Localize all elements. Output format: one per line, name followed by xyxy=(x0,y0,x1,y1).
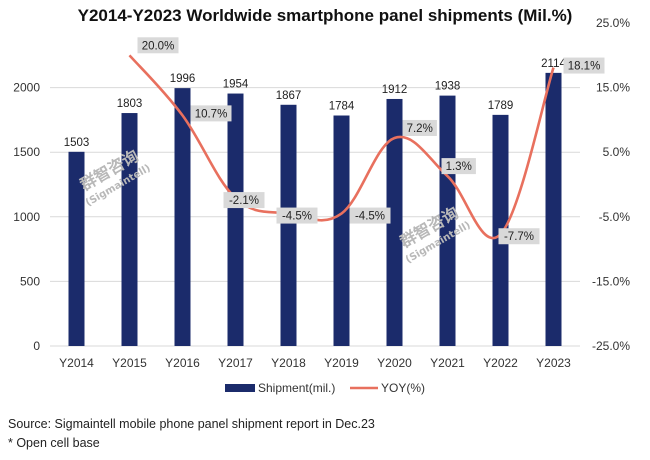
yoy-value-label: 18.1% xyxy=(568,61,601,73)
footnote: * Open cell base xyxy=(8,436,100,450)
yoy-label-box xyxy=(223,192,265,209)
bar-value-label: 1867 xyxy=(276,90,302,102)
left-axis-tick-label: 1000 xyxy=(13,210,40,224)
bar xyxy=(545,72,562,346)
right-axis-tick-label: 5.0% xyxy=(603,145,631,159)
legend-label-shipment: Shipment(mil.) xyxy=(258,381,335,395)
bar xyxy=(68,151,85,346)
yoy-label-box xyxy=(441,158,476,175)
bar xyxy=(174,88,191,347)
bar xyxy=(121,113,138,346)
yoy-value-label: -4.5% xyxy=(355,211,385,223)
yoy-label-box xyxy=(349,207,391,224)
x-axis-tick-label: Y2022 xyxy=(483,356,518,370)
left-axis-tick-label: 0 xyxy=(33,339,40,353)
bar-value-label: 1912 xyxy=(382,84,408,96)
right-axis-tick-label: 25.0% xyxy=(596,16,630,30)
bar-value-label: 1789 xyxy=(488,100,514,112)
bar xyxy=(280,104,297,346)
legend-label-yoy: YOY(%) xyxy=(381,381,425,395)
x-axis-tick-label: Y2018 xyxy=(271,356,306,370)
left-axis-tick-label: 2000 xyxy=(13,81,40,95)
watermark: 群智咨询(Sigmaintell) xyxy=(77,146,153,209)
left-axis-tick-label: 1500 xyxy=(13,145,40,159)
watermark: 群智咨询(Sigmaintell) xyxy=(397,203,473,266)
chart-title: Y2014-Y2023 Worldwide smartphone panel s… xyxy=(77,6,573,25)
yoy-value-label: -4.5% xyxy=(282,211,312,223)
x-axis-tick-label: Y2023 xyxy=(536,356,571,370)
yoy-label-box xyxy=(137,37,179,54)
right-axis-tick-label: -25.0% xyxy=(592,339,630,353)
bar xyxy=(386,98,403,346)
right-axis-tick-label: -15.0% xyxy=(592,274,630,288)
bar xyxy=(333,115,350,346)
yoy-value-label: 1.3% xyxy=(446,161,472,173)
bar-value-label: 1938 xyxy=(435,81,461,93)
x-axis-tick-label: Y2016 xyxy=(165,356,200,370)
x-axis-tick-label: Y2021 xyxy=(430,356,465,370)
yoy-value-label: -2.1% xyxy=(229,195,259,207)
bar-value-label: 1803 xyxy=(117,98,143,110)
bar xyxy=(227,93,244,346)
x-axis-tick-label: Y2014 xyxy=(59,356,94,370)
x-axis-tick-label: Y2017 xyxy=(218,356,253,370)
right-axis-tick-label: 15.0% xyxy=(596,81,630,95)
x-axis-tick-label: Y2019 xyxy=(324,356,359,370)
yoy-label-box xyxy=(498,228,540,245)
bar-value-label: 1954 xyxy=(223,79,249,91)
yoy-value-label: 20.0% xyxy=(142,40,175,52)
yoy-label-box xyxy=(563,57,605,74)
yoy-label-box xyxy=(190,105,232,122)
yoy-label-box xyxy=(276,207,318,224)
yoy-value-label: 7.2% xyxy=(407,123,433,135)
yoy-value-label: -7.7% xyxy=(504,231,534,243)
bar-value-label: 1503 xyxy=(64,137,90,149)
bar-value-label: 2114 xyxy=(541,58,566,70)
yoy-value-label: 10.7% xyxy=(195,108,228,120)
source-note: Source: Sigmaintell mobile phone panel s… xyxy=(8,417,375,431)
bar-value-label: 1784 xyxy=(329,101,355,113)
left-axis-tick-label: 500 xyxy=(20,274,40,288)
right-axis-tick-label: -5.0% xyxy=(599,210,631,224)
yoy-label-box xyxy=(402,119,437,136)
legend-swatch-shipment xyxy=(225,384,255,392)
x-axis-tick-label: Y2020 xyxy=(377,356,412,370)
bar-value-label: 1996 xyxy=(170,73,196,85)
x-axis-tick-label: Y2015 xyxy=(112,356,147,370)
